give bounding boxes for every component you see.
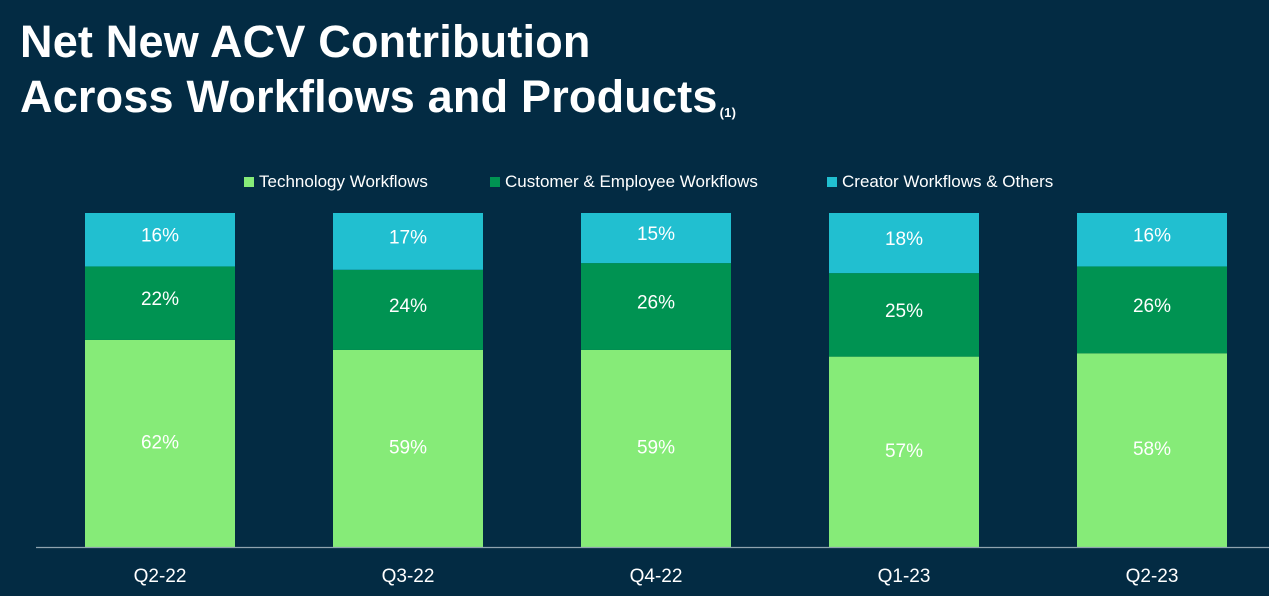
bar-segment-creator-others bbox=[581, 213, 731, 264]
data-label-customer-employee: 25% bbox=[885, 301, 923, 322]
data-label-customer-employee: 26% bbox=[1133, 296, 1171, 317]
bar-segment-creator-others bbox=[85, 213, 235, 267]
legend-item-technology: Technology Workflows bbox=[244, 170, 428, 194]
bar-segment-technology bbox=[333, 349, 483, 547]
bar-segment-technology bbox=[1077, 353, 1227, 547]
bar-segment-customer-employee bbox=[829, 273, 979, 357]
bar-segment-creator-others bbox=[333, 213, 483, 270]
category-label: Q2-22 bbox=[134, 566, 187, 587]
data-label-customer-employee: 24% bbox=[389, 296, 427, 317]
data-label-technology: 62% bbox=[141, 432, 179, 453]
title-line-2-text: Across Workflows and Products bbox=[20, 71, 718, 122]
category-label: Q1-23 bbox=[878, 566, 931, 587]
page-title: Net New ACV Contribution Across Workflow… bbox=[20, 14, 736, 124]
data-label-creator-others: 16% bbox=[141, 226, 179, 247]
data-label-technology: 59% bbox=[389, 437, 427, 458]
legend-swatch-customer-employee bbox=[490, 177, 500, 187]
data-label-creator-others: 18% bbox=[885, 229, 923, 250]
bar-segment-customer-employee bbox=[581, 263, 731, 350]
bar-segment-technology bbox=[85, 339, 235, 547]
data-label-creator-others: 17% bbox=[389, 227, 427, 248]
legend-label-customer-employee: Customer & Employee Workflows bbox=[505, 172, 758, 191]
data-label-customer-employee: 26% bbox=[637, 293, 675, 314]
data-label-customer-employee: 22% bbox=[141, 289, 179, 310]
data-label-technology: 59% bbox=[637, 437, 675, 458]
footnote-marker: (1) bbox=[719, 105, 737, 120]
bar-segment-customer-employee bbox=[1077, 266, 1227, 354]
legend-swatch-technology bbox=[244, 177, 254, 187]
bar-segment-creator-others bbox=[1077, 213, 1227, 267]
bar-segment-creator-others bbox=[829, 213, 979, 274]
data-label-technology: 58% bbox=[1133, 439, 1171, 460]
legend-label-creator-others: Creator Workflows & Others bbox=[842, 172, 1054, 191]
data-label-creator-others: 15% bbox=[637, 224, 675, 245]
legend-label-technology: Technology Workflows bbox=[259, 172, 428, 191]
data-label-technology: 57% bbox=[885, 441, 923, 462]
bar-segment-technology bbox=[829, 356, 979, 547]
data-label-creator-others: 16% bbox=[1133, 226, 1171, 247]
category-label: Q3-22 bbox=[382, 566, 435, 587]
title-line-1: Net New ACV Contribution bbox=[20, 16, 591, 67]
category-label: Q4-22 bbox=[630, 566, 683, 587]
legend-swatch-creator-others bbox=[827, 177, 837, 187]
category-label: Q2-23 bbox=[1126, 566, 1179, 587]
chart-legend: Technology Workflows Customer & Employee… bbox=[0, 170, 1269, 194]
bar-segment-customer-employee bbox=[333, 269, 483, 350]
bar-segment-customer-employee bbox=[85, 266, 235, 340]
title-line-2: Across Workflows and Products (1) bbox=[20, 69, 736, 124]
bar-segment-technology bbox=[581, 349, 731, 547]
legend-item-customer-employee: Customer & Employee Workflows bbox=[490, 170, 758, 194]
legend-item-creator-others: Creator Workflows & Others bbox=[827, 170, 1053, 194]
